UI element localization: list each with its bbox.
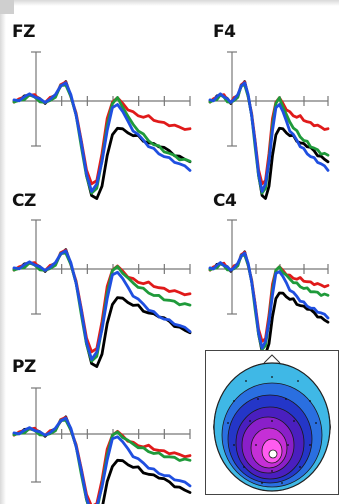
electrode-dot [245,380,247,382]
topographic-map [205,350,339,495]
electrode-dot [227,422,229,424]
electrode-dot [287,444,289,446]
electrode-dot [255,444,257,446]
frame-edge-top [14,0,339,6]
topo-contours [213,362,331,492]
electrode-dot [281,482,283,484]
frame-corner [0,0,14,14]
erp-line-fz-3 [12,81,192,193]
electrode-dot [249,420,251,422]
electrode-dot [257,398,259,400]
electrode-dot [309,400,311,402]
channel-label-c4: C4 [213,191,237,211]
electrode-dot [271,470,273,472]
scalp-map [213,354,331,492]
electrode-dot [271,420,273,422]
electrode-dot [293,420,295,422]
electrode-dot [299,466,301,468]
electrode-dot [285,398,287,400]
electrode-dot [297,380,299,382]
erp-panel-cz [12,219,192,368]
electrode-dot [315,422,317,424]
electrode-dot [309,444,311,446]
electrode-dot [243,466,245,468]
nose-icon [263,354,281,364]
head-outline [213,362,331,492]
erp-line-pz-3 [12,416,192,504]
erp-line-cz-3 [12,249,192,361]
channel-label-fz: FZ [12,22,35,42]
electrode-dot [233,400,235,402]
electrode-dot [261,482,263,484]
frame-edge-left [0,14,6,504]
erp-panel-f4 [208,51,330,200]
erp-line-f4-3 [208,81,330,193]
erp-line-c4-3 [208,251,330,350]
erp-panel-c4 [208,219,330,356]
electrode-dot [271,376,273,378]
topo-contour-7 [268,449,278,459]
channel-label-cz: CZ [12,191,36,211]
channel-label-pz: PZ [12,357,36,377]
erp-panel-pz [12,387,192,504]
electrode-dots [227,376,317,484]
erp-panel-fz [12,51,192,200]
channel-label-f4: F4 [213,22,236,42]
electrode-dot [233,444,235,446]
